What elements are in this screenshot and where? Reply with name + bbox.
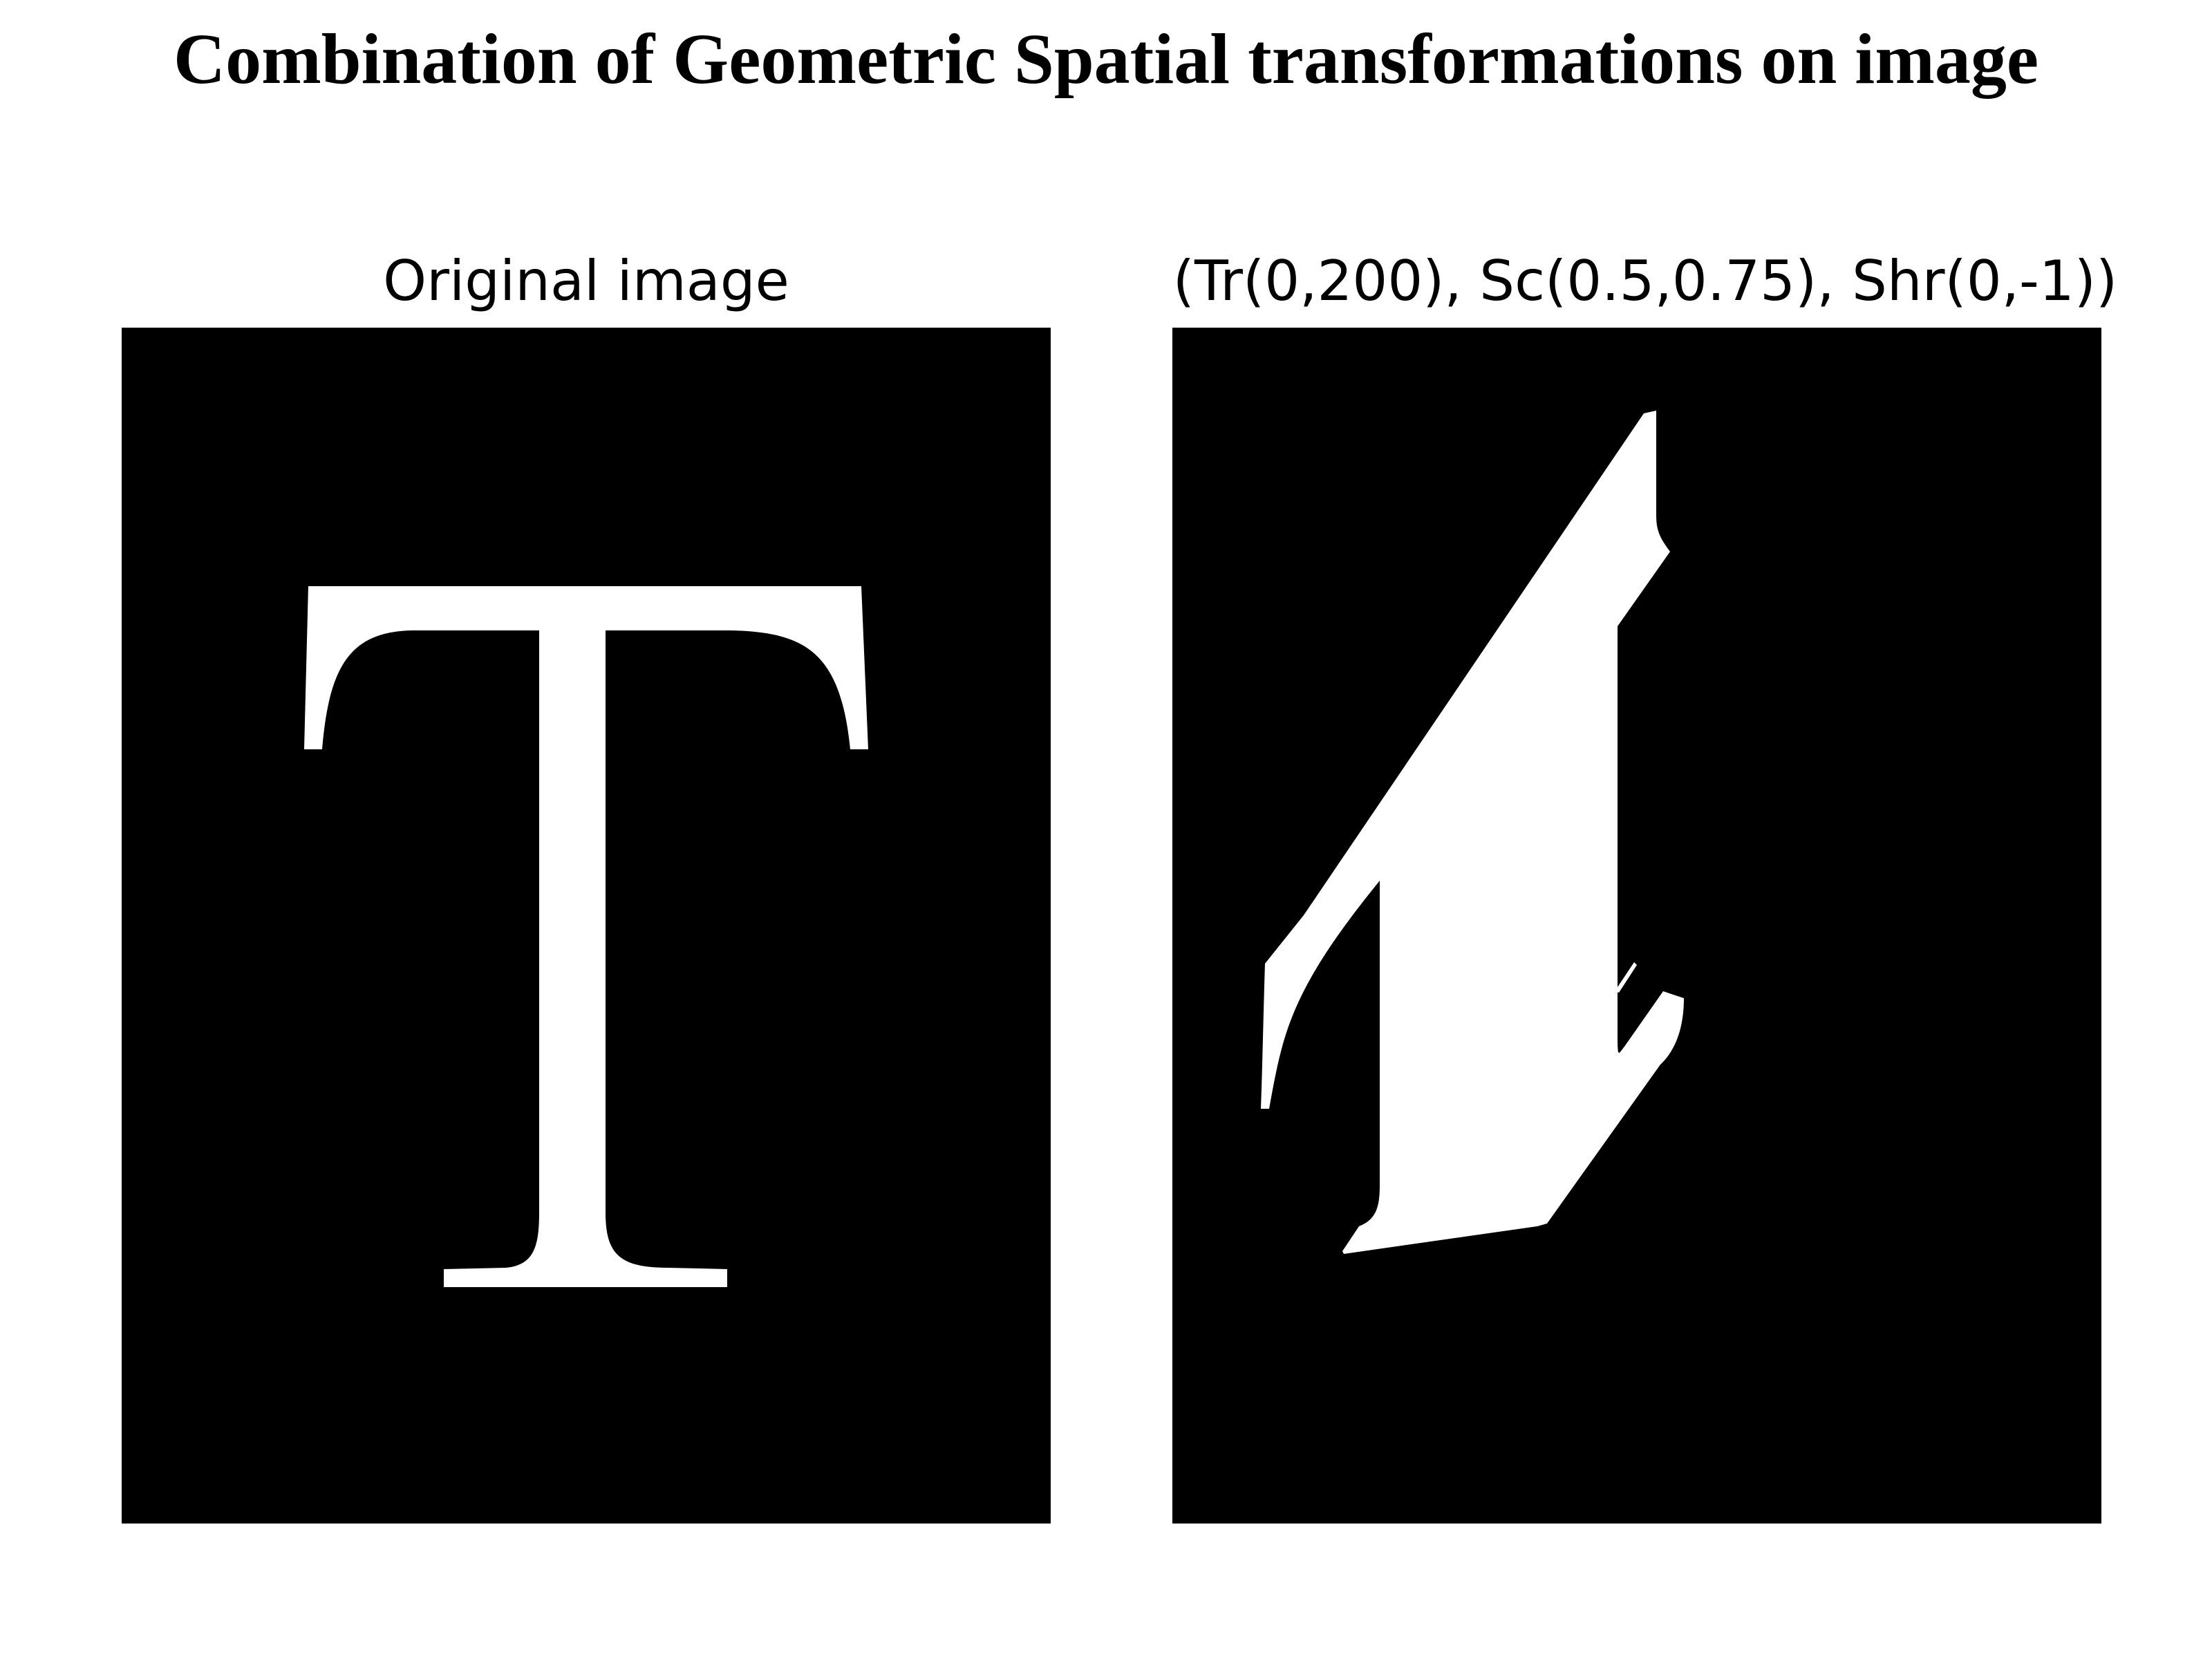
panel-title-transformed: (Tr(0,200), Sc(0.5,0.75), Shr(0,-1)) <box>1172 249 2118 313</box>
transformed-image <box>1172 328 2101 1524</box>
original-image <box>122 328 1051 1524</box>
original-t-glyph <box>304 586 868 1287</box>
transformed-t-glyph <box>1261 411 1684 1254</box>
panel-title-original: Original image <box>383 249 789 313</box>
figure-title: Combination of Geometric Spatial transfo… <box>173 19 2038 99</box>
